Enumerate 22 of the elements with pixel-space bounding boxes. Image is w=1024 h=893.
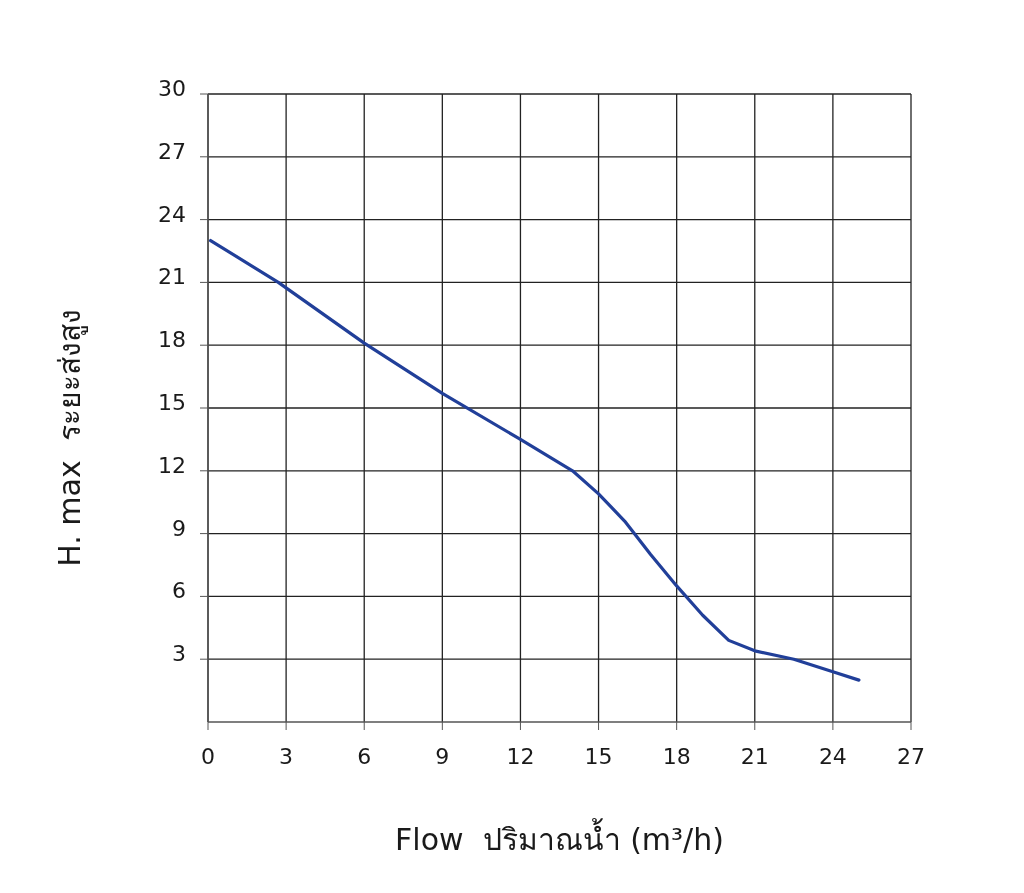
x-tick-label: 12 bbox=[506, 744, 535, 769]
y-tick-label: 30 bbox=[158, 76, 186, 101]
x-tick-label: 18 bbox=[662, 744, 691, 769]
x-tick-label: 27 bbox=[897, 744, 925, 769]
x-tick-label: 0 bbox=[201, 744, 215, 769]
x-tick-label: 15 bbox=[584, 744, 613, 769]
x-tick-label: 24 bbox=[818, 744, 847, 769]
y-tick-label: 18 bbox=[158, 327, 186, 353]
x-axis-title: Flow ปริมาณน้ำ (m³/h) bbox=[395, 818, 724, 857]
y-tick-label: 9 bbox=[172, 515, 186, 541]
x-tick-label: 21 bbox=[740, 744, 769, 769]
x-tick-label: 9 bbox=[435, 744, 450, 769]
y-tick-label: 15 bbox=[158, 390, 186, 415]
x-tick-label: 6 bbox=[357, 744, 372, 769]
y-tick-label: 21 bbox=[158, 264, 186, 290]
y-tick-label: 27 bbox=[158, 138, 186, 164]
y-tick-label: 12 bbox=[158, 452, 186, 478]
y-axis-title: H. max ระยะส่งสูง bbox=[52, 309, 88, 567]
y-tick-label: 24 bbox=[158, 201, 186, 227]
y-tick-label: 6 bbox=[172, 578, 186, 604]
x-tick-label: 3 bbox=[279, 744, 294, 769]
y-tick-label: 3 bbox=[172, 641, 186, 667]
